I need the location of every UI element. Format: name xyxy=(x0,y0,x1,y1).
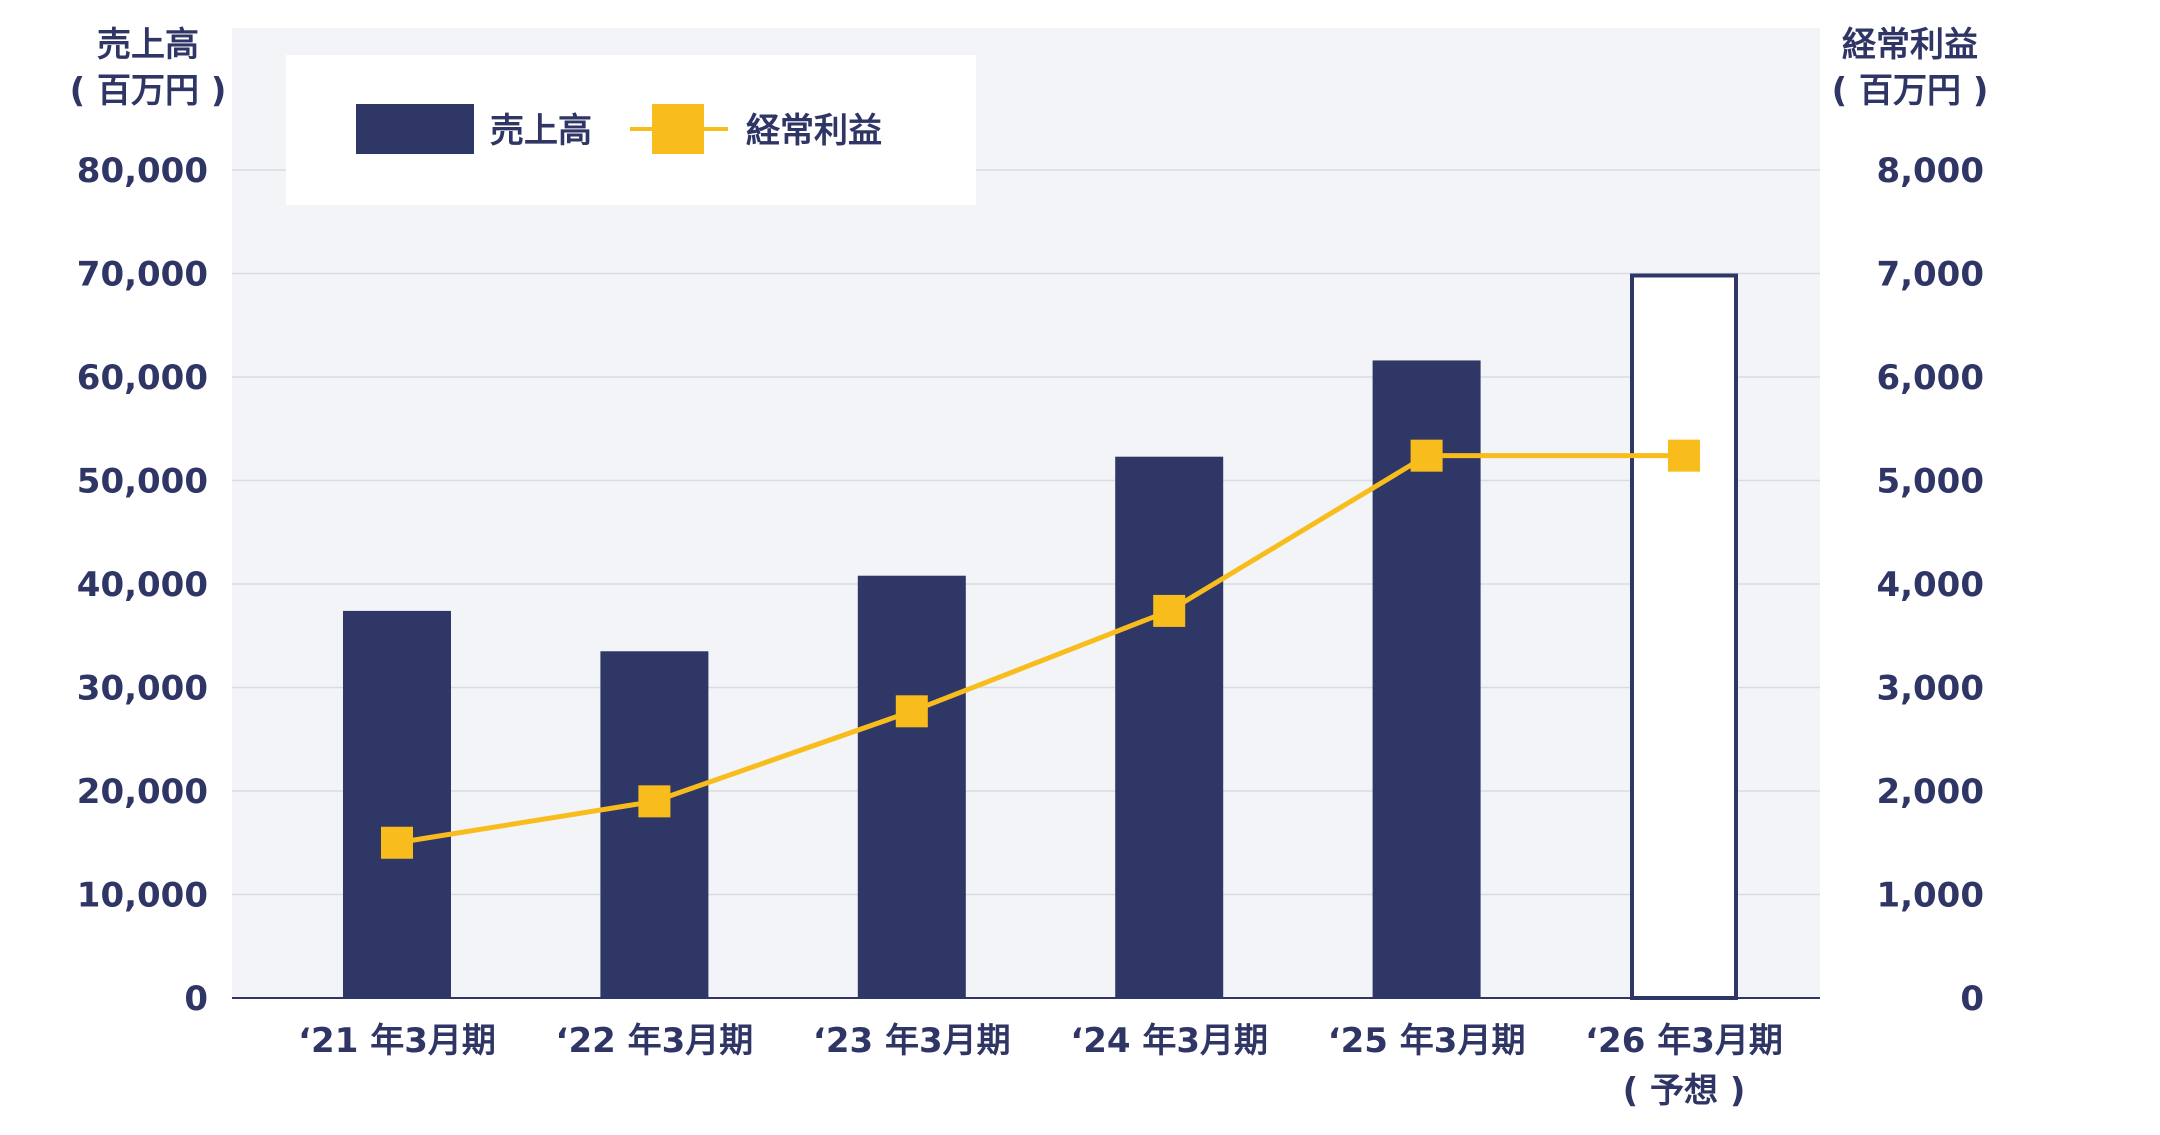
right-tick-label: 6,000 xyxy=(1876,358,1984,398)
right-axis-title-line2: ( 百万円 ) xyxy=(1832,71,1989,111)
category-label: ‘22 年3月期 xyxy=(556,1021,754,1061)
bar-sales-forecast xyxy=(1630,273,1738,1000)
left-axis-ticks: 0 10,000 20,000 30,000 40,000 50,000 60,000 70,… xyxy=(77,151,208,1019)
legend-swatch-sales xyxy=(356,104,474,154)
left-tick-label: 20,000 xyxy=(77,772,208,812)
marker-profit xyxy=(1410,439,1443,472)
right-tick-label: 0 xyxy=(1960,979,1984,1019)
right-tick-label: 3,000 xyxy=(1876,669,1984,709)
marker-profit xyxy=(638,785,671,818)
left-tick-label: 60,000 xyxy=(77,358,208,398)
category-labels: ‘21 年3月期 ‘22 年3月期 ‘23 年3月期 ‘24 年3月期 ‘25 年3月期… xyxy=(298,1021,1783,1111)
left-tick-label: 40,000 xyxy=(77,565,208,605)
left-tick-label: 0 xyxy=(184,979,208,1019)
category-label: ‘21 年3月期 xyxy=(298,1021,496,1061)
bar-sales xyxy=(857,575,966,998)
line-profit xyxy=(396,453,1684,846)
marker-profit xyxy=(1668,439,1700,472)
bar-sales xyxy=(343,610,451,998)
line-series xyxy=(381,439,1700,859)
right-tick-label: 4,000 xyxy=(1876,565,1984,605)
marker-profit xyxy=(895,695,928,728)
left-tick-label: 80,000 xyxy=(77,151,208,191)
legend: 売上高 経常利益 xyxy=(286,55,976,205)
category-label: ‘23 年3月期 xyxy=(813,1021,1011,1061)
marker-profit xyxy=(1153,594,1186,627)
legend-label-profit: 経常利益 xyxy=(746,111,882,151)
right-tick-label: 7,000 xyxy=(1876,255,1984,295)
right-tick-label: 2,000 xyxy=(1876,772,1984,812)
right-tick-label: 1,000 xyxy=(1876,876,1984,916)
bar-sales xyxy=(1115,456,1224,998)
category-label: ‘25 年3月期 xyxy=(1328,1021,1526,1061)
legend-label-sales: 売上高 xyxy=(490,111,592,151)
left-tick-label: 70,000 xyxy=(77,255,208,295)
left-axis-title-line1: 売上高 xyxy=(97,25,199,65)
left-tick-label: 30,000 xyxy=(77,669,208,709)
left-tick-label: 10,000 xyxy=(77,876,208,916)
right-axis-title-line1: 経常利益 xyxy=(1842,25,1978,65)
legend-marker-profit xyxy=(652,104,704,154)
category-label: ‘26 年3月期 xyxy=(1585,1021,1783,1061)
left-axis-title-line2: ( 百万円 ) xyxy=(70,71,227,111)
bar-sales xyxy=(600,651,709,998)
bars-series xyxy=(343,273,1738,1000)
category-sublabel: ( 予想 ) xyxy=(1623,1071,1746,1111)
left-tick-label: 50,000 xyxy=(77,462,208,502)
category-label: ‘24 年3月期 xyxy=(1070,1021,1268,1061)
marker-profit xyxy=(381,826,413,859)
right-axis-ticks: 0 1,000 2,000 3,000 4,000 5,000 6,000 7,000 8,00… xyxy=(1876,151,1984,1019)
right-tick-label: 8,000 xyxy=(1876,151,1984,191)
right-tick-label: 5,000 xyxy=(1876,462,1984,502)
